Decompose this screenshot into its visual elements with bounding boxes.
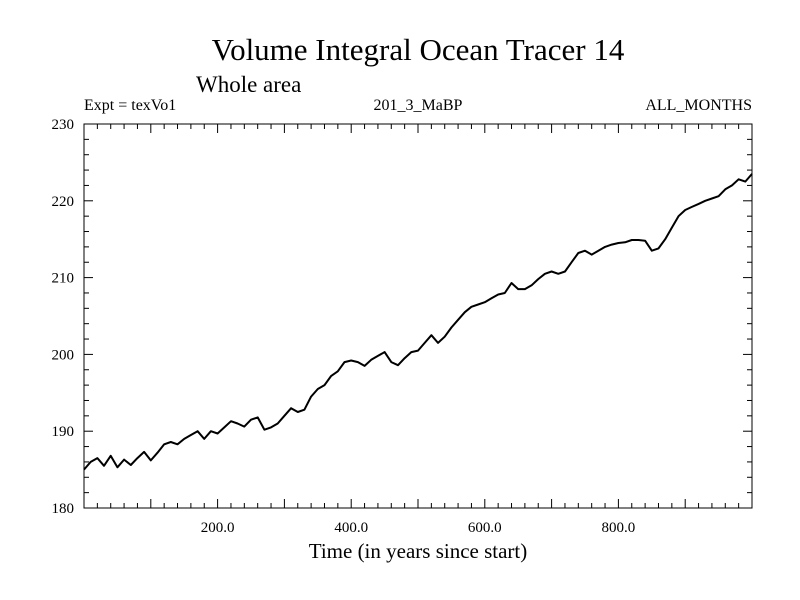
plot-frame	[83, 123, 753, 509]
annotation-months: ALL_MONTHS	[645, 97, 752, 114]
series-group	[83, 173, 753, 471]
series-line-0	[83, 173, 753, 471]
x-tick-label: 600.0	[468, 520, 502, 536]
axis-tick-labels: 200.0 400.0 600.0 800.0 180 190 200 210 220 230	[52, 117, 636, 536]
annotation-run-id: 201_3_MaBP	[374, 97, 463, 114]
chart-subtitle: Whole area	[196, 72, 301, 97]
chart-title: Volume Integral Ocean Tracer 14	[212, 32, 625, 67]
y-tick-label: 220	[52, 194, 75, 210]
y-tick-label: 200	[52, 347, 75, 363]
x-tick-label: 800.0	[602, 520, 636, 536]
y-tick-label: 180	[52, 501, 75, 517]
annotation-experiment: Expt = texVo1	[84, 97, 176, 114]
axis-ticks	[84, 124, 752, 508]
x-tick-label: 200.0	[201, 520, 235, 536]
x-tick-label: 400.0	[334, 520, 368, 536]
y-tick-label: 210	[52, 271, 75, 287]
y-tick-label: 190	[52, 424, 75, 440]
x-axis-label: Time (in years since start)	[309, 539, 528, 563]
y-tick-label: 230	[52, 117, 75, 133]
